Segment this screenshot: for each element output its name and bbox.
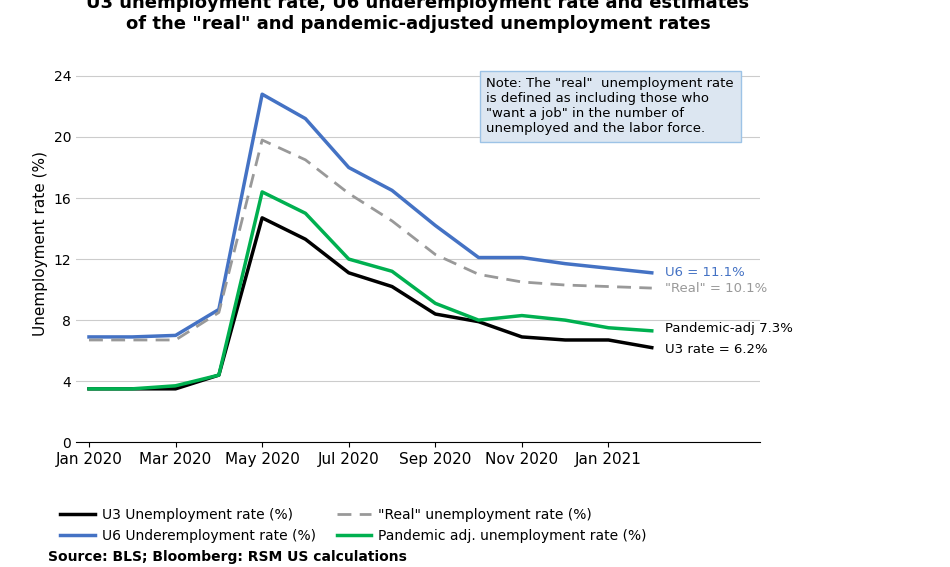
Text: U6 = 11.1%: U6 = 11.1% <box>665 266 745 280</box>
Text: Source: BLS; Bloomberg: RSM US calculations: Source: BLS; Bloomberg: RSM US calculati… <box>48 550 407 564</box>
Text: Pandemic-adj 7.3%: Pandemic-adj 7.3% <box>665 322 792 335</box>
Legend: U3 Unemployment rate (%), U6 Underemployment rate (%), "Real" unemployment rate : U3 Unemployment rate (%), U6 Underemploy… <box>54 503 653 549</box>
Title: U3 unemployment rate, U6 underemployment rate and estimates
of the "real" and pa: U3 unemployment rate, U6 underemployment… <box>86 0 750 33</box>
Text: Note: The "real"  unemployment rate
is defined as including those who
"want a jo: Note: The "real" unemployment rate is de… <box>486 77 734 135</box>
Y-axis label: Unemployment rate (%): Unemployment rate (%) <box>33 151 48 336</box>
Text: "Real" = 10.1%: "Real" = 10.1% <box>665 282 767 295</box>
Text: U3 rate = 6.2%: U3 rate = 6.2% <box>665 344 768 357</box>
